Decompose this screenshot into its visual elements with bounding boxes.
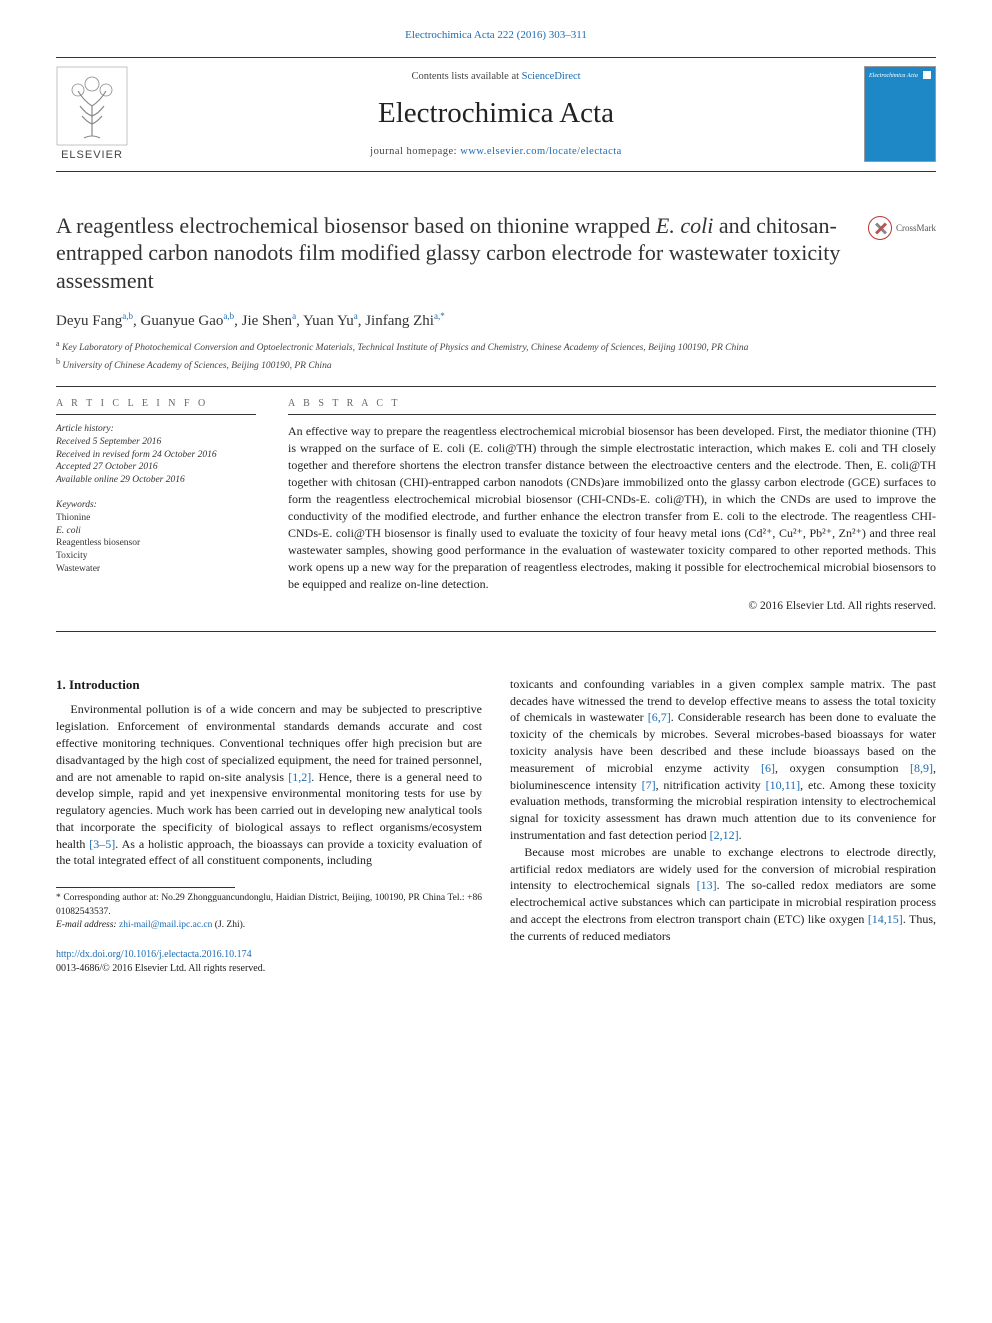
- running-header: Electrochimica Acta 222 (2016) 303–311: [56, 28, 936, 43]
- keyword-5: Wastewater: [56, 563, 256, 576]
- article-info-head: A R T I C L E I N F O: [56, 397, 256, 415]
- doi-footer: http://dx.doi.org/10.1016/j.electacta.20…: [56, 948, 482, 975]
- affiliation-b: b University of Chinese Academy of Scien…: [56, 357, 936, 373]
- author-5: Jinfang Zhi: [365, 313, 434, 329]
- crossmark-icon: [868, 216, 892, 240]
- corr-email-line: E-mail address: zhi-mail@mail.ipc.ac.cn …: [56, 919, 482, 932]
- cover-title: Electrochimica Acta: [865, 67, 935, 86]
- journal-title: Electrochimica Acta: [142, 94, 850, 133]
- title-part-1: A reagentless electrochemical biosensor …: [56, 213, 656, 238]
- elsevier-logo: ELSEVIER: [56, 66, 128, 163]
- p1c: . As a holistic approach, the bioassays …: [56, 837, 482, 868]
- ref-1-2[interactable]: [1,2]: [288, 770, 311, 784]
- date-received: Received 5 September 2016: [56, 437, 161, 447]
- affil-a-text: Key Laboratory of Photochemical Conversi…: [62, 344, 748, 354]
- masthead-center: Contents lists available at ScienceDirec…: [142, 66, 850, 163]
- author-list: Deyu Fanga,b, Guanyue Gaoa,b, Jie Shena,…: [56, 310, 936, 331]
- separator-rule: [56, 386, 936, 387]
- email-label: E-mail address:: [56, 920, 119, 930]
- ref-2-12[interactable]: [2,12]: [710, 828, 739, 842]
- intro-p1: Environmental pollution is of a wide con…: [56, 701, 482, 869]
- p2c: , oxygen consumption: [775, 761, 910, 775]
- abstract-column: A B S T R A C T An effective way to prep…: [288, 397, 936, 614]
- intro-p3: Because most microbes are unable to exch…: [510, 844, 936, 945]
- keyword-1: Thionine: [56, 512, 256, 525]
- ref-14-15[interactable]: [14,15]: [868, 912, 903, 926]
- ref-6[interactable]: [6]: [761, 761, 775, 775]
- author-3: Jie Shen: [242, 313, 292, 329]
- keyword-3: Reagentless biosensor: [56, 537, 256, 550]
- affil-b-text: University of Chinese Academy of Science…: [62, 361, 331, 371]
- crossmark-label: CrossMark: [896, 222, 936, 234]
- ref-8-9[interactable]: [8,9]: [910, 761, 933, 775]
- sciencedirect-link[interactable]: ScienceDirect: [522, 71, 581, 82]
- corr-email-link[interactable]: zhi-mail@mail.ipc.ac.cn: [119, 920, 212, 930]
- issn-copyright: 0013-4686/© 2016 Elsevier Ltd. All right…: [56, 963, 265, 974]
- keyword-4: Toxicity: [56, 550, 256, 563]
- intro-heading: 1. Introduction: [56, 676, 482, 694]
- author-2: Guanyue Gao: [141, 313, 224, 329]
- author-5-sup: a,*: [434, 311, 445, 321]
- author-2-sup: a,b: [223, 311, 234, 321]
- crossmark-badge[interactable]: CrossMark: [868, 216, 936, 240]
- author-4: Yuan Yu: [303, 313, 354, 329]
- homepage-link[interactable]: www.elsevier.com/locate/electacta: [460, 146, 622, 157]
- date-revised: Received in revised form 24 October 2016: [56, 450, 217, 460]
- p2g: .: [739, 828, 742, 842]
- keywords-block: Keywords: Thionine E. coli Reagentless b…: [56, 499, 256, 576]
- article-title: A reagentless electrochemical biosensor …: [56, 212, 936, 295]
- elsevier-tree-icon: [56, 66, 128, 146]
- corr-author-note: * Corresponding author at: No.29 Zhonggu…: [56, 892, 482, 919]
- abstract-copyright: © 2016 Elsevier Ltd. All rights reserved…: [288, 599, 936, 615]
- author-3-sup: a: [292, 311, 296, 321]
- author-1-sup: a,b: [122, 311, 133, 321]
- header-journal-link[interactable]: Electrochimica Acta 222 (2016) 303–311: [405, 29, 587, 41]
- author-4-sup: a: [354, 311, 358, 321]
- homepage-label: journal homepage:: [370, 146, 460, 157]
- corresponding-footnote: * Corresponding author at: No.29 Zhonggu…: [56, 892, 482, 932]
- footnote-rule: [56, 887, 235, 888]
- intro-p2: toxicants and confounding variables in a…: [510, 676, 936, 844]
- affiliation-a: a Key Laboratory of Photochemical Conver…: [56, 339, 936, 355]
- ref-6-7[interactable]: [6,7]: [648, 710, 671, 724]
- ref-13[interactable]: [13]: [697, 878, 717, 892]
- title-italic: E. coli: [656, 213, 713, 238]
- ref-3-5[interactable]: [3–5]: [89, 837, 115, 851]
- keywords-label: Keywords:: [56, 499, 256, 512]
- ref-10-11[interactable]: [10,11]: [766, 778, 801, 792]
- abstract-head: A B S T R A C T: [288, 397, 936, 415]
- journal-homepage: journal homepage: www.elsevier.com/locat…: [142, 145, 850, 159]
- contents-line: Contents lists available at ScienceDirec…: [142, 70, 850, 84]
- article-history: Article history: Received 5 September 20…: [56, 423, 256, 487]
- p2e: , nitrification activity: [656, 778, 766, 792]
- email-paren: (J. Zhi).: [212, 920, 245, 930]
- journal-cover-thumb: Electrochimica Acta: [864, 66, 936, 162]
- abstract-text: An effective way to prepare the reagentl…: [288, 423, 936, 593]
- body-two-column: 1. Introduction Environmental pollution …: [56, 676, 936, 975]
- contents-label: Contents lists available at: [411, 71, 521, 82]
- keyword-2: E. coli: [56, 525, 256, 538]
- info-abstract-row: A R T I C L E I N F O Article history: R…: [56, 397, 936, 631]
- date-online: Available online 29 October 2016: [56, 475, 185, 485]
- date-accepted: Accepted 27 October 2016: [56, 462, 158, 472]
- article-info-column: A R T I C L E I N F O Article history: R…: [56, 397, 256, 614]
- ref-7[interactable]: [7]: [642, 778, 656, 792]
- masthead: ELSEVIER Contents lists available at Sci…: [56, 57, 936, 172]
- doi-link[interactable]: http://dx.doi.org/10.1016/j.electacta.20…: [56, 949, 252, 960]
- author-1: Deyu Fang: [56, 313, 122, 329]
- elsevier-wordmark: ELSEVIER: [61, 148, 123, 163]
- history-label: Article history:: [56, 424, 114, 434]
